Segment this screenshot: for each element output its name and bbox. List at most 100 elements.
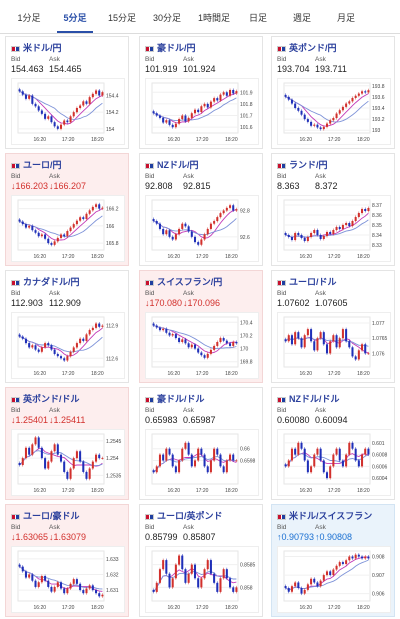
pair-title[interactable]: 豪ドル/円: [145, 41, 196, 53]
candle-body: [171, 578, 174, 588]
candle-body: [187, 343, 190, 348]
candle-body: [28, 343, 31, 348]
tab-6[interactable]: 日足: [248, 13, 267, 23]
candle-body: [200, 448, 203, 455]
rate-card[interactable]: ランド/円 Bid Ask 8.363 8.372 8.37 8.36 8.35 8.34 8.3…: [271, 153, 395, 266]
price-chart[interactable]: 0.908 0.907 0.906 16:20 17:20 18:20: [277, 546, 391, 613]
pair-title[interactable]: ユーロ/ドル: [277, 275, 337, 287]
price-chart[interactable]: 112.9 112.6 16:20 17:20 18:20: [11, 312, 125, 379]
pair-title[interactable]: NZドル/ドル: [277, 392, 340, 404]
candle-body: [219, 94, 222, 101]
rate-card[interactable]: NZドル/円 Bid Ask 92.808 92.815 92.8 92.6 16:20 17:…: [139, 153, 263, 266]
x-tick-label: 16:20: [34, 605, 47, 611]
price-chart[interactable]: 1.633 1.632 1.631 16:20 17:20 18:20: [11, 546, 125, 613]
candle-body: [213, 448, 216, 461]
candle-body: [187, 226, 190, 232]
rate-card[interactable]: ユーロ/英ポンド Bid Ask 0.85799 0.85807 0.8585 0.858 1…: [139, 504, 263, 617]
rate-card[interactable]: 豪ドル/円 Bid Ask 101.919 101.924 101.9 101.8 101.7…: [139, 36, 263, 149]
candle-body: [364, 448, 367, 455]
candle-body: [91, 585, 94, 591]
bid-value: 0.60080: [277, 415, 310, 425]
candle-body: [310, 329, 313, 342]
candle-body: [203, 234, 206, 240]
price-chart[interactable]: 1.2545 1.254 1.2535 16:20 17:20 18:20: [11, 429, 125, 496]
rate-card[interactable]: 英ポンド/円 Bid Ask 193.704 193.711 193.8 193.6 193.…: [271, 36, 395, 149]
candle-body: [168, 332, 171, 336]
price-chart[interactable]: 0.8585 0.858 16:20 17:20 18:20: [145, 546, 259, 613]
tab-5[interactable]: 1時間足: [197, 13, 230, 23]
x-tick-label: 17:20: [328, 137, 341, 143]
price-chart[interactable]: 1.077 1.0765 1.076 16:20 17:20 18:20: [277, 312, 391, 379]
pair-title[interactable]: NZドル/円: [145, 158, 199, 170]
pair-title[interactable]: 米ドル/円: [11, 41, 62, 53]
candle-body: [69, 351, 72, 357]
y-tick-label: 8.37: [372, 203, 382, 209]
price-chart[interactable]: 170.4 170.2 170 169.8 16:20 17:20 18:20: [145, 312, 259, 379]
pair-title[interactable]: ユーロ/英ポンド: [145, 509, 223, 521]
tab-7[interactable]: 週足: [292, 13, 311, 23]
gb-us-flag-icon: [11, 396, 20, 403]
candle-body: [364, 556, 367, 559]
candle-body: [319, 332, 322, 339]
pair-title[interactable]: 米ドル/スイスフラン: [277, 509, 372, 521]
candle-body: [222, 92, 225, 95]
candle-body: [24, 447, 27, 459]
price-chart[interactable]: 92.8 92.6 16:20 17:20 18:20: [145, 195, 259, 262]
pair-title[interactable]: 英ポンド/円: [277, 41, 337, 53]
candle-body: [300, 110, 303, 115]
price-chart[interactable]: 166.2 166 165.8 16:20 17:20 18:20: [11, 195, 125, 262]
candle-body: [101, 458, 104, 459]
pair-title[interactable]: ユーロ/円: [11, 158, 62, 170]
x-tick-label: 16:20: [300, 488, 313, 494]
candle-body: [357, 93, 360, 96]
eu-us-flag-icon: [277, 279, 286, 286]
pair-title[interactable]: スイスフラン/円: [145, 275, 222, 287]
candle-body: [284, 339, 287, 342]
rate-card[interactable]: スイスフラン/円 Bid Ask ↓170.080 ↓170.096 170.4 170.2…: [139, 270, 263, 383]
tab-1[interactable]: 1分足: [17, 13, 41, 23]
rate-card[interactable]: カナダドル/円 Bid Ask 112.903 112.909 112.9 112.6 16:…: [5, 270, 129, 383]
pair-title[interactable]: 豪ドル/ドル: [145, 392, 205, 404]
pair-name: 米ドル/円: [23, 43, 62, 53]
price-chart[interactable]: 193.8 193.6 193.4 193.2 193 16:20 17:20 18:20: [277, 78, 391, 145]
pair-title[interactable]: 英ポンド/ドル: [11, 392, 80, 404]
rate-card[interactable]: ユーロ/豪ドル Bid Ask ↓1.63065 ↓1.63079 1.633 1.632 1…: [5, 504, 129, 617]
price-chart[interactable]: 8.37 8.36 8.35 8.34 8.33 16:20 17:20 18:20: [277, 195, 391, 262]
price-chart[interactable]: 0.601 0.6008 0.6006 0.6004 16:20 17:20 18:20: [277, 429, 391, 496]
rate-card[interactable]: 米ドル/スイスフラン Bid Ask ↑0.90793 ↑0.90808 0.908 0.9…: [271, 504, 395, 617]
candle-body: [290, 99, 293, 104]
candle-body: [85, 213, 88, 219]
pair-title[interactable]: ランド/円: [277, 158, 328, 170]
eu-au-flag-icon: [11, 513, 20, 520]
rate-card[interactable]: ユーロ/ドル Bid Ask 1.07602 1.07605 1.077 1.0765 1.0…: [271, 270, 395, 383]
rate-card[interactable]: 豪ドル/ドル Bid Ask 0.65983 0.65987 0.66 0.6598 16:2…: [139, 387, 263, 500]
price-chart[interactable]: 101.9 101.8 101.7 101.6 16:20 17:20 18:20: [145, 78, 259, 145]
pair-title[interactable]: カナダドル/円: [11, 275, 80, 287]
ask-value: ↓1.25411: [49, 415, 86, 425]
rate-card[interactable]: 米ドル/円 Bid Ask 154.463 154.465 154.4 154.2 154 16…: [5, 36, 129, 149]
pair-title[interactable]: ユーロ/豪ドル: [11, 509, 80, 521]
rate-card[interactable]: 英ポンド/ドル Bid Ask ↓1.25401 ↓1.25411 1.2545 1.254…: [5, 387, 129, 500]
y-tick-label: 165.8: [106, 241, 119, 247]
tab-4[interactable]: 30分足: [152, 13, 181, 23]
candle-body: [18, 219, 21, 222]
candle-body: [158, 223, 161, 229]
price-chart[interactable]: 154.4 154.2 154 16:20 17:20 18:20: [11, 78, 125, 145]
rate-card[interactable]: ユーロ/円 Bid Ask ↓166.203 ↓166.207 166.2 166 165.8…: [5, 153, 129, 266]
tab-3[interactable]: 15分足: [107, 13, 136, 23]
candle-body: [367, 448, 370, 455]
bid-value: 154.463: [11, 64, 44, 74]
rate-card[interactable]: NZドル/ドル Bid Ask 0.60080 0.60094 0.601 0.6008 0.…: [271, 387, 395, 500]
candle-body: [306, 460, 309, 473]
candle-body: [332, 118, 335, 121]
x-tick-label: 16:20: [34, 254, 47, 260]
price-chart[interactable]: 0.66 0.6598 16:20 17:20 18:20: [145, 429, 259, 496]
y-tick-label: 1.254: [106, 456, 119, 462]
candle-body: [75, 343, 78, 348]
tab-2[interactable]: 5分足: [57, 0, 93, 33]
ma-long-line: [285, 96, 369, 123]
tab-8[interactable]: 月足: [336, 13, 355, 23]
au-us-flag-icon: [145, 396, 154, 403]
candle-body: [193, 344, 197, 349]
candle-body: [300, 235, 303, 238]
